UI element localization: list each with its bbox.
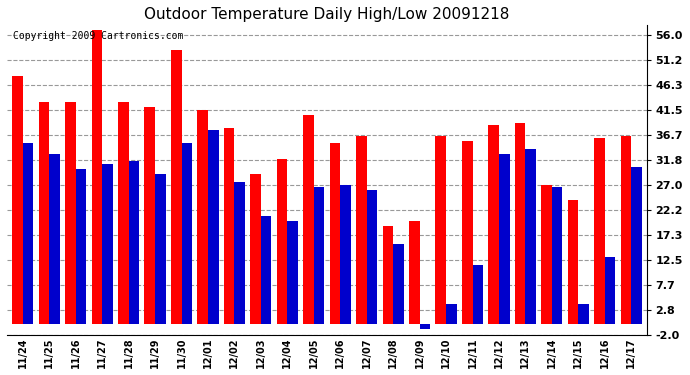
Bar	[541, 185, 552, 324]
Bar	[393, 244, 404, 324]
Bar	[420, 324, 430, 330]
Bar	[435, 136, 446, 324]
Bar	[49, 154, 60, 324]
Bar	[208, 130, 219, 324]
Bar	[314, 188, 324, 324]
Bar	[12, 76, 23, 324]
Bar	[235, 182, 245, 324]
Bar	[462, 141, 473, 324]
Bar	[76, 169, 86, 324]
Bar	[23, 143, 33, 324]
Bar	[366, 190, 377, 324]
Bar	[118, 102, 128, 324]
Bar	[155, 174, 166, 324]
Bar	[144, 107, 155, 324]
Bar	[578, 304, 589, 324]
Bar	[128, 162, 139, 324]
Bar	[261, 216, 271, 324]
Bar	[330, 143, 340, 324]
Bar	[224, 128, 235, 324]
Bar	[250, 174, 261, 324]
Bar	[552, 188, 562, 324]
Bar	[489, 125, 499, 324]
Bar	[473, 265, 483, 324]
Bar	[409, 221, 420, 324]
Bar	[65, 102, 76, 324]
Title: Outdoor Temperature Daily High/Low 20091218: Outdoor Temperature Daily High/Low 20091…	[144, 7, 510, 22]
Bar	[197, 110, 208, 324]
Bar	[446, 304, 457, 324]
Text: Copyright 2009 Cartronics.com: Copyright 2009 Cartronics.com	[13, 31, 184, 41]
Bar	[604, 257, 615, 324]
Bar	[287, 221, 298, 324]
Bar	[277, 159, 287, 324]
Bar	[620, 136, 631, 324]
Bar	[382, 226, 393, 324]
Bar	[356, 136, 366, 324]
Bar	[499, 154, 509, 324]
Bar	[181, 143, 192, 324]
Bar	[92, 30, 102, 324]
Bar	[594, 138, 604, 324]
Bar	[568, 200, 578, 324]
Bar	[515, 123, 525, 324]
Bar	[39, 102, 49, 324]
Bar	[303, 115, 314, 324]
Bar	[525, 148, 536, 324]
Bar	[631, 166, 642, 324]
Bar	[171, 50, 181, 324]
Bar	[102, 164, 112, 324]
Bar	[340, 185, 351, 324]
